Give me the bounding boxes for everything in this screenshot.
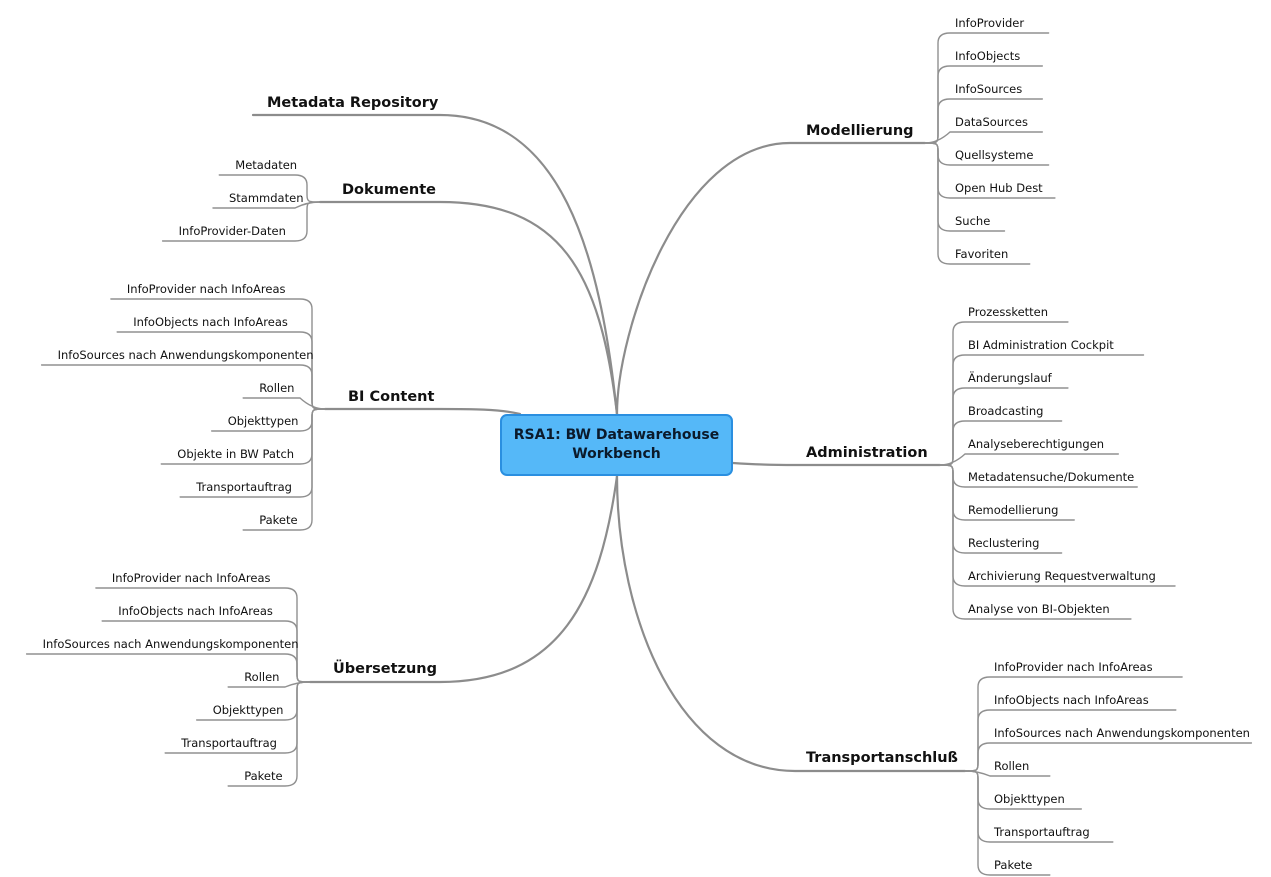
subtopic-connector-bi-content-7 [242, 408, 326, 531]
subtopic-uebersetzung-0[interactable]: InfoProvider nach InfoAreas [111, 571, 271, 585]
subtopic-connector-administration-9 [939, 464, 1132, 620]
branch-topic-modellierung[interactable]: Modellierung [806, 123, 914, 139]
subtopic-bi-content-7[interactable]: Pakete [259, 513, 298, 527]
branch-connector-administration [731, 461, 942, 467]
subtopic-administration-4[interactable]: Analyseberechtigungen [968, 437, 1105, 451]
subtopic-connector-dokumente-0 [218, 174, 321, 203]
subtopic-dokumente-0[interactable]: Metadaten [235, 158, 298, 172]
subtopic-uebersetzung-5[interactable]: Transportauftrag [181, 736, 277, 750]
subtopic-connector-modellierung-3 [924, 131, 1043, 144]
branch-connector-uebersetzung [308, 474, 619, 684]
branch-topic-dokumente[interactable]: Dokumente [342, 182, 436, 198]
subtopic-uebersetzung-1[interactable]: InfoObjects nach InfoAreas [118, 604, 273, 618]
subtopic-administration-9[interactable]: Analyse von BI-Objekten [968, 602, 1110, 616]
subtopic-connector-bi-content-2 [40, 364, 326, 410]
subtopic-administration-0[interactable]: Prozessketten [968, 305, 1049, 319]
subtopic-modellierung-6[interactable]: Suche [955, 214, 991, 228]
subtopic-connector-transportanschluss-0 [964, 676, 1183, 772]
branch-connector-bi-content [323, 407, 522, 416]
branch-connector-metadata-repository [251, 113, 619, 416]
subtopic-transportanschluss-0[interactable]: InfoProvider nach InfoAreas [994, 660, 1153, 674]
subtopic-connector-uebersetzung-6 [227, 681, 311, 787]
subtopic-administration-8[interactable]: Archivierung Requestverwaltung [968, 569, 1156, 583]
branch-topic-metadata-repository[interactable]: Metadata Repository [267, 95, 439, 111]
subtopic-connector-administration-3 [939, 420, 1063, 466]
subtopic-connector-transportanschluss-6 [964, 770, 1051, 876]
subtopic-uebersetzung-4[interactable]: Objekttypen [212, 703, 284, 717]
subtopic-dokumente-1[interactable]: Stammdaten [229, 191, 304, 205]
central-topic-label: RSA1: BW Datawarehouse Workbench [513, 427, 720, 462]
subtopic-connector-uebersetzung-2 [25, 653, 311, 683]
subtopic-connector-modellierung-7 [924, 142, 1031, 265]
subtopic-administration-1[interactable]: BI Administration Cockpit [968, 338, 1114, 352]
subtopic-modellierung-7[interactable]: Favoriten [955, 247, 1009, 261]
subtopic-bi-content-2[interactable]: InfoSources nach Anwendungskomponenten [57, 348, 314, 362]
subtopic-bi-content-3[interactable]: Rollen [259, 381, 295, 395]
subtopic-administration-6[interactable]: Remodellierung [968, 503, 1059, 517]
subtopic-connector-modellierung-2 [924, 98, 1043, 144]
subtopic-connector-dokumente-2 [161, 201, 321, 242]
subtopic-modellierung-5[interactable]: Open Hub Dest [955, 181, 1043, 195]
subtopic-uebersetzung-6[interactable]: Pakete [244, 769, 283, 783]
subtopic-uebersetzung-2[interactable]: InfoSources nach Anwendungskomponenten [42, 637, 299, 651]
subtopic-bi-content-1[interactable]: InfoObjects nach InfoAreas [133, 315, 288, 329]
subtopic-bi-content-5[interactable]: Objekte in BW Patch [177, 447, 295, 461]
subtopic-modellierung-3[interactable]: DataSources [955, 115, 1028, 129]
subtopic-bi-content-6[interactable]: Transportauftrag [196, 480, 292, 494]
subtopic-bi-content-4[interactable]: Objekttypen [227, 414, 299, 428]
subtopic-bi-content-0[interactable]: InfoProvider nach InfoAreas [126, 282, 286, 296]
subtopic-connector-administration-4 [939, 453, 1119, 466]
central-topic[interactable]: RSA1: BW Datawarehouse Workbench [500, 414, 733, 476]
branch-topic-uebersetzung[interactable]: Übersetzung [333, 661, 437, 677]
subtopic-modellierung-4[interactable]: Quellsysteme [955, 148, 1034, 162]
subtopic-uebersetzung-3[interactable]: Rollen [244, 670, 280, 684]
subtopic-administration-2[interactable]: Änderungslauf [968, 371, 1052, 385]
subtopic-transportanschluss-6[interactable]: Pakete [994, 858, 1033, 872]
subtopic-transportanschluss-1[interactable]: InfoObjects nach InfoAreas [994, 693, 1149, 707]
subtopic-modellierung-2[interactable]: InfoSources [955, 82, 1023, 96]
branch-topic-bi-content[interactable]: BI Content [348, 389, 435, 405]
subtopic-transportanschluss-3[interactable]: Rollen [994, 759, 1030, 773]
subtopic-modellierung-0[interactable]: InfoProvider [955, 16, 1025, 30]
branch-connector-transportanschluss [615, 474, 967, 773]
subtopic-modellierung-1[interactable]: InfoObjects [955, 49, 1021, 63]
branch-topic-transportanschluss[interactable]: Transportanschluß [806, 750, 958, 766]
subtopic-transportanschluss-4[interactable]: Objekttypen [994, 792, 1065, 806]
subtopic-transportanschluss-5[interactable]: Transportauftrag [994, 825, 1090, 839]
subtopic-connector-uebersetzung-0 [95, 587, 311, 683]
subtopic-transportanschluss-2[interactable]: InfoSources nach Anwendungskomponenten [994, 726, 1250, 740]
branch-connector-modellierung [615, 141, 927, 416]
branch-topic-administration[interactable]: Administration [806, 445, 928, 461]
subtopic-dokumente-2[interactable]: InfoProvider-Daten [178, 224, 286, 238]
subtopic-administration-7[interactable]: Reclustering [968, 536, 1040, 550]
subtopic-administration-3[interactable]: Broadcasting [968, 404, 1044, 418]
subtopic-administration-5[interactable]: Metadatensuche/Dokumente [968, 470, 1135, 484]
branch-connector-dokumente [318, 200, 619, 416]
subtopic-connector-transportanschluss-2 [964, 742, 1253, 772]
